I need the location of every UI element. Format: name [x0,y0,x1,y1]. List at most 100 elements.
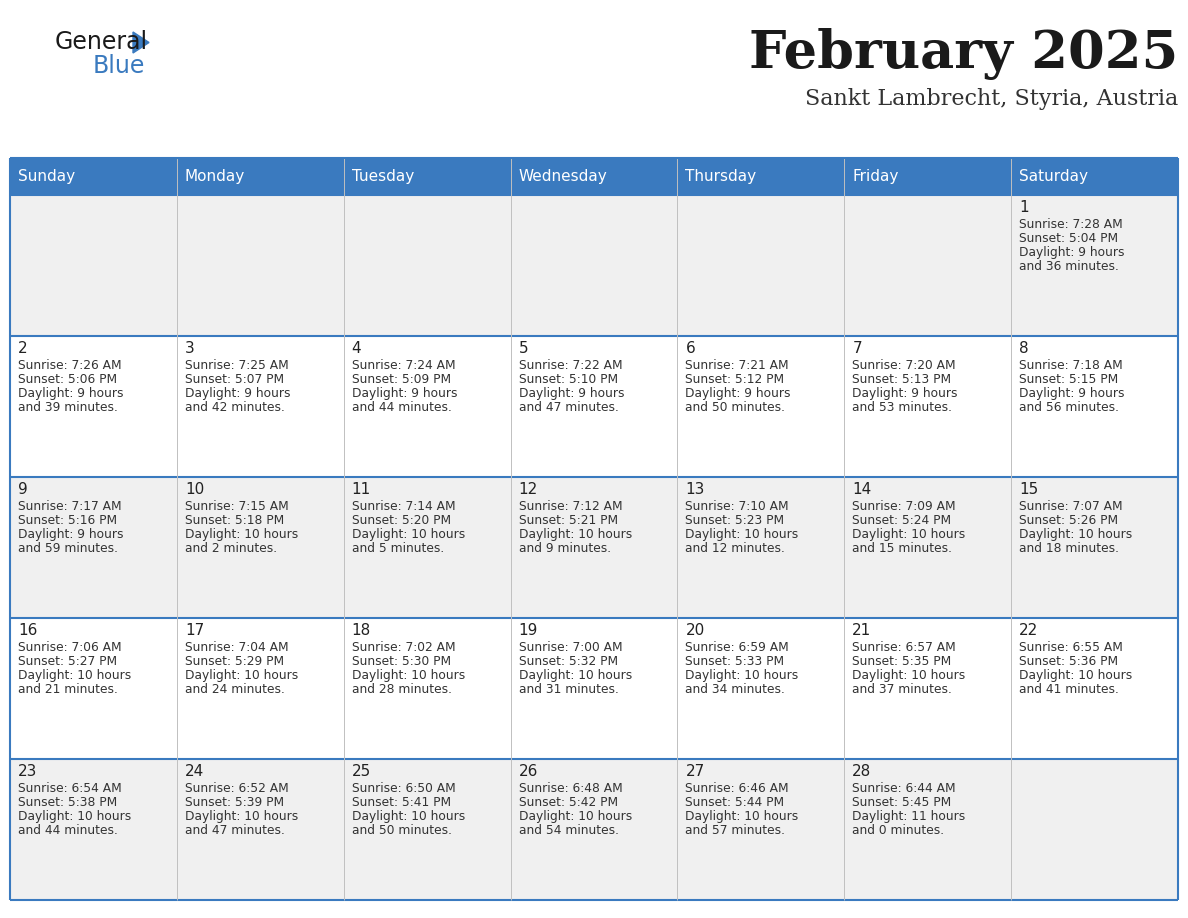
Text: 25: 25 [352,764,371,779]
Bar [1011,158,1178,195]
Text: 5: 5 [519,341,529,356]
Text: Sunrise: 6:44 AM: Sunrise: 6:44 AM [852,782,956,795]
Bar [845,618,1011,759]
Text: 6: 6 [685,341,695,356]
Text: and 24 minutes.: and 24 minutes. [185,683,285,696]
Text: Sunrise: 7:26 AM: Sunrise: 7:26 AM [18,359,121,372]
Bar [177,158,343,195]
Text: Sunrise: 7:25 AM: Sunrise: 7:25 AM [185,359,289,372]
Text: Daylight: 10 hours: Daylight: 10 hours [1019,528,1132,541]
Text: 19: 19 [519,623,538,638]
Text: and 21 minutes.: and 21 minutes. [18,683,118,696]
Text: Daylight: 9 hours: Daylight: 9 hours [18,387,124,400]
Bar [845,759,1011,900]
Bar [343,158,511,195]
Bar [511,477,677,618]
Bar [10,336,177,477]
Text: and 28 minutes.: and 28 minutes. [352,683,451,696]
Text: Sunrise: 7:07 AM: Sunrise: 7:07 AM [1019,500,1123,513]
Text: and 44 minutes.: and 44 minutes. [352,401,451,414]
Text: and 41 minutes.: and 41 minutes. [1019,683,1119,696]
Text: Sunset: 5:10 PM: Sunset: 5:10 PM [519,373,618,386]
Text: Sunrise: 7:20 AM: Sunrise: 7:20 AM [852,359,956,372]
Text: Sunset: 5:38 PM: Sunset: 5:38 PM [18,796,118,809]
Text: 15: 15 [1019,482,1038,497]
Text: 16: 16 [18,623,37,638]
Text: and 50 minutes.: and 50 minutes. [685,401,785,414]
Text: Sunrise: 7:10 AM: Sunrise: 7:10 AM [685,500,789,513]
Text: Sunset: 5:07 PM: Sunset: 5:07 PM [185,373,284,386]
Text: 10: 10 [185,482,204,497]
Bar [677,759,845,900]
Bar [177,195,343,336]
Text: Sunday: Sunday [18,169,75,184]
Text: Daylight: 9 hours: Daylight: 9 hours [519,387,624,400]
Bar [845,477,1011,618]
Text: Sunset: 5:06 PM: Sunset: 5:06 PM [18,373,118,386]
Text: Daylight: 10 hours: Daylight: 10 hours [519,528,632,541]
Bar [343,195,511,336]
Text: Sunset: 5:33 PM: Sunset: 5:33 PM [685,655,784,668]
Text: Daylight: 10 hours: Daylight: 10 hours [352,528,465,541]
Bar [343,759,511,900]
Bar [511,618,677,759]
Text: February 2025: February 2025 [748,28,1178,80]
Text: Sunrise: 7:02 AM: Sunrise: 7:02 AM [352,641,455,654]
Text: Daylight: 9 hours: Daylight: 9 hours [1019,246,1125,259]
Text: Daylight: 10 hours: Daylight: 10 hours [185,669,298,682]
Bar [343,618,511,759]
Text: Daylight: 10 hours: Daylight: 10 hours [685,528,798,541]
Text: Sunrise: 7:06 AM: Sunrise: 7:06 AM [18,641,121,654]
Text: 9: 9 [18,482,27,497]
Text: and 39 minutes.: and 39 minutes. [18,401,118,414]
Bar [677,158,845,195]
Text: Sunrise: 6:48 AM: Sunrise: 6:48 AM [519,782,623,795]
Text: Daylight: 9 hours: Daylight: 9 hours [185,387,290,400]
Bar [1011,477,1178,618]
Text: Sunset: 5:12 PM: Sunset: 5:12 PM [685,373,784,386]
Bar [511,158,677,195]
Text: and 18 minutes.: and 18 minutes. [1019,542,1119,555]
Text: Tuesday: Tuesday [352,169,413,184]
Bar [677,477,845,618]
Bar [511,336,677,477]
Bar [845,195,1011,336]
Text: Daylight: 10 hours: Daylight: 10 hours [685,810,798,823]
Text: Sunset: 5:15 PM: Sunset: 5:15 PM [1019,373,1118,386]
Text: Sunrise: 7:12 AM: Sunrise: 7:12 AM [519,500,623,513]
Text: Sunrise: 6:57 AM: Sunrise: 6:57 AM [852,641,956,654]
Bar [10,477,177,618]
Text: Daylight: 10 hours: Daylight: 10 hours [185,810,298,823]
Text: Sunrise: 6:46 AM: Sunrise: 6:46 AM [685,782,789,795]
Text: 20: 20 [685,623,704,638]
Bar [511,195,677,336]
Text: Wednesday: Wednesday [519,169,607,184]
Text: 7: 7 [852,341,862,356]
Text: and 31 minutes.: and 31 minutes. [519,683,619,696]
Text: Daylight: 9 hours: Daylight: 9 hours [352,387,457,400]
Text: Daylight: 9 hours: Daylight: 9 hours [852,387,958,400]
Text: 12: 12 [519,482,538,497]
Text: 14: 14 [852,482,872,497]
Text: Daylight: 10 hours: Daylight: 10 hours [185,528,298,541]
Bar [677,195,845,336]
Text: Daylight: 10 hours: Daylight: 10 hours [519,669,632,682]
Text: Sunrise: 7:09 AM: Sunrise: 7:09 AM [852,500,956,513]
Text: Sunrise: 6:59 AM: Sunrise: 6:59 AM [685,641,789,654]
Text: Sunset: 5:32 PM: Sunset: 5:32 PM [519,655,618,668]
Bar [1011,195,1178,336]
Text: 18: 18 [352,623,371,638]
Text: Daylight: 9 hours: Daylight: 9 hours [685,387,791,400]
Text: and 37 minutes.: and 37 minutes. [852,683,952,696]
Text: and 0 minutes.: and 0 minutes. [852,824,944,837]
Text: Sunrise: 7:18 AM: Sunrise: 7:18 AM [1019,359,1123,372]
Bar [677,336,845,477]
Text: Thursday: Thursday [685,169,757,184]
Text: Daylight: 10 hours: Daylight: 10 hours [1019,669,1132,682]
Text: Sunset: 5:27 PM: Sunset: 5:27 PM [18,655,118,668]
Bar [511,759,677,900]
Bar [177,477,343,618]
Text: Sunrise: 6:52 AM: Sunrise: 6:52 AM [185,782,289,795]
Text: Sunset: 5:45 PM: Sunset: 5:45 PM [852,796,952,809]
Bar [1011,759,1178,900]
